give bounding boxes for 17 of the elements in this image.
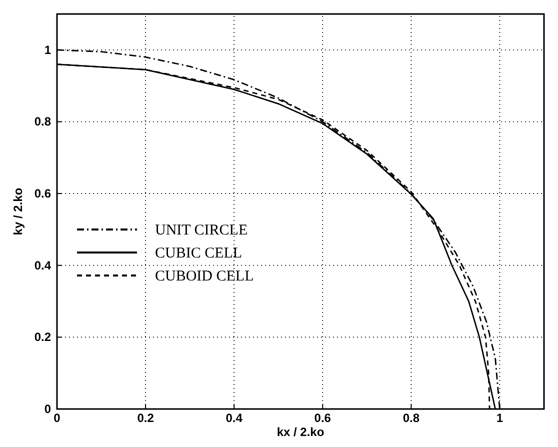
legend-label: CUBOID CELL: [155, 268, 254, 284]
legend-label: UNIT CIRCLE: [155, 222, 248, 238]
x-tick-label: 0.2: [137, 411, 154, 425]
x-tick-label: 1: [496, 411, 504, 425]
y-tick-label: 0: [44, 402, 52, 416]
y-tick-label: 0.6: [34, 186, 52, 201]
y-tick-label: 0.8: [34, 114, 52, 129]
legend-label: CUBIC CELL: [155, 245, 242, 262]
x-tick-label: 0.8: [402, 411, 420, 425]
y-tick-label: 1: [44, 42, 52, 57]
x-tick-label: 0: [54, 411, 61, 425]
y-axis-title: ky / 2.ko: [11, 188, 25, 236]
x-tick-label: 0.6: [314, 411, 332, 425]
y-tick-label: 0.2: [34, 330, 52, 344]
x-axis-title: kx / 2.ko: [276, 425, 324, 439]
x-tick-label: 0.4: [226, 411, 243, 425]
y-tick-label: 0.4: [34, 258, 52, 272]
